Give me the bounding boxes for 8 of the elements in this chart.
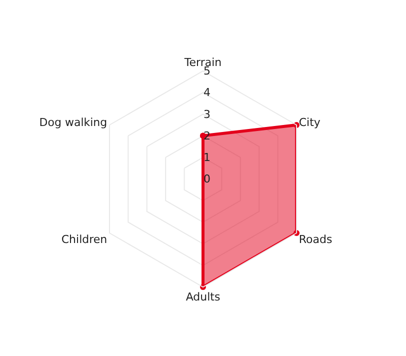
spoke-label: City <box>298 116 321 129</box>
y-tick-label: 1 <box>204 150 210 164</box>
spoke-label: Roads <box>298 233 332 246</box>
y-tick-label: 4 <box>204 86 210 100</box>
spoke-label: Children <box>61 233 108 246</box>
spoke-label: Adults <box>186 290 220 304</box>
y-tick-label: 3 <box>204 108 210 121</box>
spoke-label: Dog walking <box>39 116 108 129</box>
